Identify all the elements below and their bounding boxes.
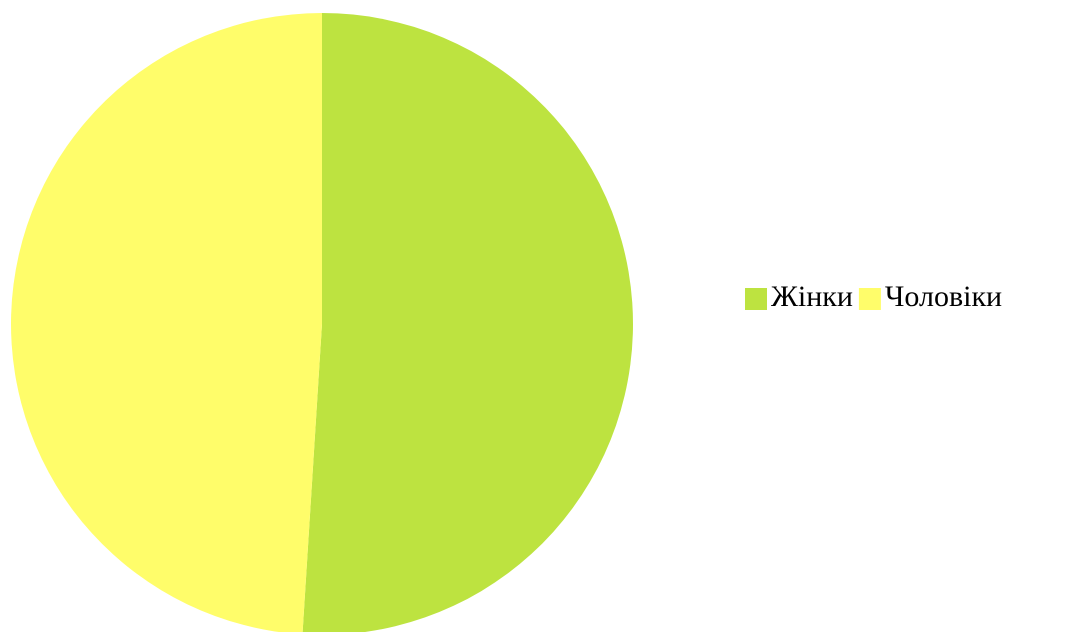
legend-swatch xyxy=(745,288,767,310)
legend-label: Жінки xyxy=(771,280,853,313)
legend-swatch xyxy=(858,288,881,310)
pie-slice xyxy=(302,13,633,632)
pie-slice xyxy=(11,13,322,632)
legend-label: Чоловіки xyxy=(885,280,1002,313)
